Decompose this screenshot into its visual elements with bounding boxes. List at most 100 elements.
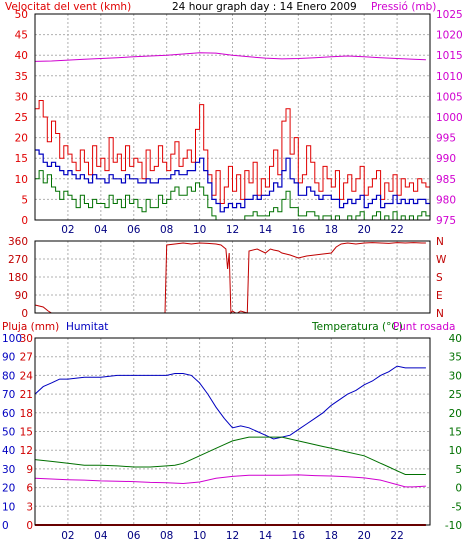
humidity-y-tick: 30 (2, 464, 15, 476)
wind-y-tick: 45 (15, 30, 28, 42)
wind-panel-x-tick: 06 (127, 224, 141, 236)
climate-panel-x-tick: 20 (357, 530, 370, 542)
pressure-y-tick: 1010 (436, 71, 463, 83)
temperature-y-tick: 15 (449, 427, 462, 439)
humidity-line (34, 365, 426, 440)
direction-y-tick: 0 (21, 308, 28, 320)
temperature-line (34, 436, 426, 475)
temperature-axis-title: Temperatura (°C) (311, 321, 403, 333)
climate-panel-x-tick: 02 (61, 530, 74, 542)
compass-y-tick: S (436, 272, 443, 284)
wind-panel-x-tick: 04 (94, 224, 108, 236)
rain-y-tick: 27 (20, 352, 33, 364)
humidity-y-tick: 10 (2, 501, 15, 513)
pressure-y-tick: 1005 (436, 91, 463, 103)
rain-humidity-temp-panel: 0369121518212427300102030405060708090100… (2, 333, 462, 542)
temperature-y-tick: 5 (455, 464, 462, 476)
rain-y-tick: 3 (26, 501, 33, 513)
climate-panel-frame (34, 337, 431, 526)
wind-y-tick: 40 (15, 50, 28, 62)
wind-panel-x-tick: 02 (61, 224, 74, 236)
temperature-y-tick: 40 (449, 333, 462, 345)
humidity-y-tick: 90 (2, 352, 15, 364)
wind-y-tick: 20 (15, 133, 28, 145)
temperature-y-tick: 20 (449, 408, 462, 420)
wind-y-tick: 30 (15, 91, 28, 103)
humidity-y-tick: 70 (2, 389, 15, 401)
direction-y-tick: 360 (8, 236, 28, 248)
wind-panel-x-tick: 14 (259, 224, 273, 236)
wind-axis-title: Velocitat del vent (kmh) (5, 1, 131, 13)
rain-y-tick: 30 (20, 333, 33, 345)
pressure-y-tick: 1025 (436, 9, 463, 21)
humidity-y-tick: 20 (2, 483, 15, 495)
pressure-axis-title: Pressió (mb) (371, 1, 436, 13)
humidity-y-tick: 100 (2, 333, 22, 345)
wind-y-tick: 50 (15, 9, 28, 21)
dewpoint-axis-title: Punt rosada (393, 321, 455, 333)
dewpoint-line (34, 474, 426, 488)
wind-pressure-panel: 0510152025303540455097598098599099510001… (15, 9, 463, 236)
temperature-y-tick: 0 (455, 483, 462, 495)
pressure-y-tick: 985 (436, 174, 456, 186)
humidity-y-tick: 80 (2, 370, 15, 382)
pressure-y-tick: 1015 (436, 50, 463, 62)
temperature-y-tick: 10 (449, 445, 462, 457)
pressure-line (34, 52, 426, 62)
climate-panel-x-tick: 06 (127, 530, 141, 542)
temperature-y-tick: -5 (452, 501, 462, 513)
compass-y-tick: W (436, 254, 447, 266)
pressure-y-tick: 980 (436, 194, 456, 206)
wind-panel-x-tick: 10 (193, 224, 206, 236)
wind-panel-x-tick: 08 (160, 224, 173, 236)
wind-panel-frame (34, 13, 431, 221)
wind-panel-x-tick: 16 (292, 224, 306, 236)
pressure-y-tick: 1020 (436, 30, 463, 42)
direction-y-tick: 180 (8, 272, 28, 284)
climate-panel-x-tick: 04 (94, 530, 108, 542)
rain-y-tick: 0 (26, 520, 33, 532)
chart-title: 24 hour graph day : 14 Enero 2009 (172, 1, 357, 13)
humidity-y-tick: 60 (2, 408, 15, 420)
rain-y-tick: 21 (20, 389, 33, 401)
humidity-y-tick: 50 (2, 427, 15, 439)
humidity-axis-title: Humitat (66, 321, 108, 333)
humidity-y-tick: 0 (2, 520, 9, 532)
climate-panel-x-tick: 22 (390, 530, 403, 542)
temperature-y-tick: 35 (449, 352, 462, 364)
compass-y-tick: E (436, 290, 443, 302)
climate-panel-x-tick: 12 (226, 530, 239, 542)
gust-line (35, 100, 430, 204)
pressure-y-tick: 975 (436, 215, 456, 227)
wind-y-tick: 0 (21, 215, 28, 227)
wind-y-tick: 35 (15, 71, 28, 83)
wind_avg-line (35, 149, 430, 213)
wind-panel-x-tick: 18 (325, 224, 338, 236)
temperature-y-tick: -10 (445, 520, 462, 532)
direction-panel-frame (34, 240, 431, 314)
wind-y-tick: 10 (15, 174, 28, 186)
climate-panel-x-tick: 18 (325, 530, 338, 542)
rain-y-tick: 24 (20, 370, 34, 382)
pressure-y-tick: 1000 (436, 112, 463, 124)
compass-y-tick: N (436, 236, 444, 248)
direction-y-tick: 270 (8, 254, 28, 266)
rain-axis-title: Pluja (mm) (2, 321, 59, 333)
climate-panel-x-tick: 16 (292, 530, 306, 542)
pressure-y-tick: 995 (436, 133, 456, 145)
direction-y-tick: 90 (15, 290, 28, 302)
rain-y-tick: 12 (20, 445, 33, 457)
climate-panel-x-tick: 08 (160, 530, 173, 542)
wind-panel-x-tick: 20 (357, 224, 370, 236)
compass-y-tick: N (436, 308, 444, 320)
wind-y-tick: 15 (15, 153, 28, 165)
wind-y-tick: 25 (15, 112, 28, 124)
wind-panel-x-tick: 22 (390, 224, 403, 236)
wind-panel-x-tick: 12 (226, 224, 239, 236)
climate-panel-x-tick: 10 (193, 530, 206, 542)
rain-y-tick: 15 (20, 427, 33, 439)
rain-y-tick: 6 (26, 483, 33, 495)
climate-panel-x-tick: 14 (259, 530, 273, 542)
rain-y-tick: 18 (20, 408, 33, 420)
